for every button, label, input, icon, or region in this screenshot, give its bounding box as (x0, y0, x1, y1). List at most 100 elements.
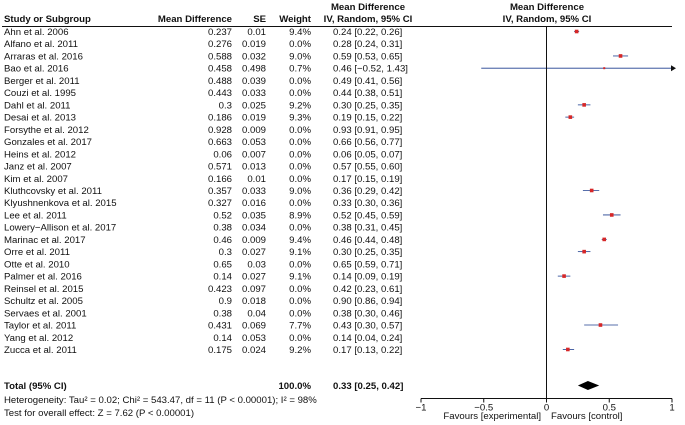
study-ci: 0.49 [0.41, 0.56] (333, 76, 402, 87)
study-se: 0.03 (247, 259, 266, 270)
study-mean-difference: 0.3 (219, 247, 232, 258)
study-weight: 7.7% (289, 321, 311, 332)
plot-subtitle: IV, Random, 95% CI (503, 14, 592, 25)
point-estimate (582, 249, 586, 254)
study-weight: 0.0% (289, 223, 311, 234)
study-mean-difference: 0.3 (219, 100, 232, 111)
study-weight: 0.0% (289, 76, 311, 87)
study-weight: 0.0% (289, 284, 311, 295)
study-ci: 0.44 [0.38, 0.51] (333, 88, 402, 99)
study-weight: 0.0% (289, 88, 311, 99)
study-name: Dahl et al. 2011 (4, 100, 71, 111)
study-weight: 0.0% (289, 162, 311, 173)
x-tick-label: 0.5 (603, 403, 616, 414)
point-estimate (603, 67, 606, 70)
study-name: Ahn et al. 2006 (4, 27, 69, 38)
study-mean-difference: 0.423 (208, 284, 232, 295)
study-ci: 0.33 [0.30, 0.36] (333, 198, 402, 209)
study-name: Marinac et al. 2017 (4, 235, 86, 246)
study-ci: 0.24 [0.22, 0.26] (333, 27, 402, 38)
point-estimate (609, 213, 614, 217)
study-se: 0.033 (242, 88, 266, 99)
study-mean-difference: 0.431 (208, 321, 232, 332)
study-se: 0.019 (242, 113, 266, 124)
header-study: Study or Subgroup (4, 14, 91, 25)
study-mean-difference: 0.488 (208, 76, 232, 87)
study-name: Heins et al. 2012 (4, 149, 76, 160)
point-estimate (568, 115, 573, 119)
study-ci: 0.19 [0.15, 0.22] (333, 113, 402, 124)
study-weight: 0.0% (289, 174, 311, 185)
study-rows: Ahn et al. 2006 0.237 0.01 9.4% 0.24 [0.22, … (4, 27, 408, 356)
study-mean-difference: 0.327 (208, 198, 232, 209)
study-mean-difference: 0.237 (208, 27, 232, 38)
heterogeneity-text: Heterogeneity: Tau² = 0.02; Chi² = 543.4… (4, 395, 317, 406)
study-se: 0.016 (242, 198, 266, 209)
header-weight: Weight (279, 14, 312, 25)
study-se: 0.039 (242, 76, 266, 87)
study-name: Otte et al. 2010 (4, 259, 70, 270)
study-se: 0.009 (242, 235, 266, 246)
study-weight: 0.0% (289, 198, 311, 209)
study-weight: 9.1% (289, 247, 311, 258)
study-mean-difference: 0.175 (208, 345, 232, 356)
study-mean-difference: 0.46 (213, 235, 232, 246)
study-se: 0.097 (242, 284, 266, 295)
study-weight: 0.0% (289, 296, 311, 307)
study-name: Kim et al. 2007 (4, 174, 68, 185)
study-se: 0.04 (247, 308, 266, 319)
study-ci: 0.43 [0.30, 0.57] (333, 321, 402, 332)
forest-plot-area: −1 −0.5 0 0.5 1 (416, 26, 676, 414)
study-mean-difference: 0.571 (208, 162, 232, 173)
study-name: Alfano et al. 2011 (4, 39, 78, 50)
study-ci: 0.46 [−0.52, 1.43] (333, 64, 408, 75)
study-mean-difference: 0.443 (208, 88, 232, 99)
study-ci: 0.52 [0.45, 0.59] (333, 210, 402, 221)
study-se: 0.035 (242, 210, 266, 221)
study-se: 0.498 (242, 64, 266, 75)
total-diamond (577, 381, 600, 390)
point-estimate (618, 54, 623, 58)
study-mean-difference: 0.14 (213, 333, 232, 344)
x-tick-label: 0 (544, 403, 549, 414)
study-ci: 0.57 [0.55, 0.60] (333, 162, 402, 173)
ci-arrow-right (671, 65, 676, 72)
overall-effect-text: Test for overall effect: Z = 7.62 (P < 0… (4, 408, 194, 419)
study-ci: 0.38 [0.30, 0.46] (333, 308, 402, 319)
study-mean-difference: 0.9 (219, 296, 232, 307)
study-ci: 0.66 [0.56, 0.77] (333, 137, 402, 148)
study-ci: 0.36 [0.29, 0.42] (333, 186, 402, 197)
study-mean-difference: 0.928 (208, 125, 232, 136)
study-weight: 0.0% (289, 333, 311, 344)
study-se: 0.024 (242, 345, 267, 356)
study-se: 0.009 (242, 125, 266, 136)
study-weight: 0.0% (289, 259, 311, 270)
study-mean-difference: 0.14 (213, 272, 232, 283)
study-se: 0.025 (242, 100, 266, 111)
study-weight: 0.0% (289, 308, 311, 319)
study-mean-difference: 0.06 (213, 149, 232, 160)
study-name: Klyushnenkova et al. 2015 (4, 198, 117, 209)
study-ci: 0.30 [0.25, 0.35] (333, 100, 402, 111)
x-tick-label: −0.5 (474, 403, 493, 414)
study-name: Berger et al. 2011 (4, 76, 80, 87)
x-tick-label: 1 (669, 403, 674, 414)
point-estimate (574, 29, 579, 34)
study-ci: 0.14 [0.09, 0.19] (333, 272, 402, 283)
header-ci-subtitle: IV, Random, 95% CI (324, 14, 413, 25)
study-name: Bao et al. 2016 (4, 64, 69, 75)
header-se: SE (253, 14, 266, 25)
study-name: Zucca et al. 2011 (4, 345, 77, 356)
study-se: 0.053 (242, 333, 266, 344)
study-name: Janz et al. 2007 (4, 162, 72, 173)
study-weight: 9.3% (289, 113, 311, 124)
study-name: Kluthcovsky et al. 2011 (4, 186, 102, 197)
study-ci: 0.17 [0.13, 0.22] (333, 345, 402, 356)
study-name: Couzi et al. 1995 (4, 88, 76, 99)
study-ci: 0.90 [0.86, 0.94] (333, 296, 402, 307)
study-name: Desai et al. 2013 (4, 113, 76, 124)
study-weight: 0.0% (289, 39, 311, 50)
study-ci: 0.28 [0.24, 0.31] (333, 39, 402, 50)
study-se: 0.032 (242, 51, 266, 62)
